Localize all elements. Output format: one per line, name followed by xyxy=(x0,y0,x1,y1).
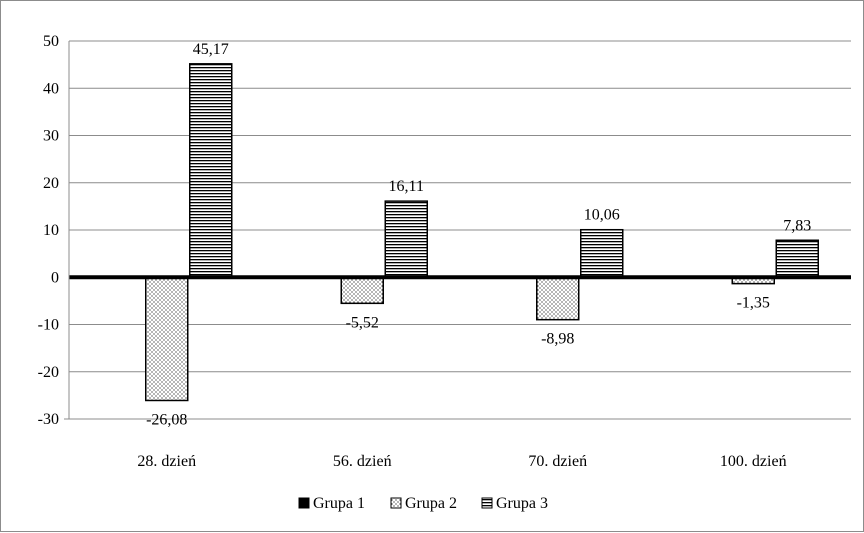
legend-swatch xyxy=(481,497,493,509)
y-tick-label: 30 xyxy=(43,128,59,145)
x-tick-label: 100. dzień xyxy=(720,453,787,470)
y-tick-label: 0 xyxy=(51,269,59,286)
x-axis-ticks: 28. dzień 56. dzień 70. dzień 100. dzień xyxy=(137,453,786,470)
bar-grupa-2 xyxy=(145,276,189,402)
data-label: -5,52 xyxy=(346,314,379,331)
y-tick-label: -10 xyxy=(38,317,59,334)
bar-grupa-2 xyxy=(536,276,580,321)
data-label: 10,06 xyxy=(584,207,620,224)
y-tick-label: 20 xyxy=(43,175,59,192)
legend-label: Grupa 2 xyxy=(405,495,457,512)
legend-swatch xyxy=(298,497,310,509)
data-label: -26,08 xyxy=(146,411,187,428)
data-label: 45,17 xyxy=(193,41,229,58)
bar-grupa-3 xyxy=(189,63,233,279)
y-tick-label: 50 xyxy=(43,33,59,50)
y-tick-label: -20 xyxy=(38,364,59,381)
data-label: -8,98 xyxy=(541,331,574,348)
data-label: -1,35 xyxy=(737,295,770,312)
y-tick-label: -30 xyxy=(38,411,59,428)
y-axis-ticks: 50 40 30 20 10 0 -10 -20 -30 xyxy=(38,33,59,428)
x-tick-label: 28. dzień xyxy=(137,453,196,470)
legend: Grupa 1 Grupa 2 Grupa 3 xyxy=(298,495,548,512)
bar-grupa-3 xyxy=(580,228,624,279)
bar-grupa-3 xyxy=(775,239,819,278)
x-tick-label: 70. dzień xyxy=(528,453,587,470)
data-label: 7,83 xyxy=(783,217,811,234)
x-tick-label: 56. dzień xyxy=(333,453,392,470)
legend-label: Grupa 1 xyxy=(313,495,365,512)
zero-axis xyxy=(64,41,851,420)
y-tick-label: 40 xyxy=(43,80,59,97)
data-label: 16,11 xyxy=(389,178,424,195)
y-tick-label: 10 xyxy=(43,222,59,239)
bar-grupa-2 xyxy=(340,276,384,305)
legend-label: Grupa 3 xyxy=(496,495,548,512)
bars xyxy=(145,63,819,402)
data-labels: -26,08 45,17 -5,52 16,11 -8,98 10,06 -1,35 7,83 xyxy=(146,41,811,429)
bar-grupa-3 xyxy=(384,200,428,278)
legend-swatch xyxy=(390,497,402,509)
